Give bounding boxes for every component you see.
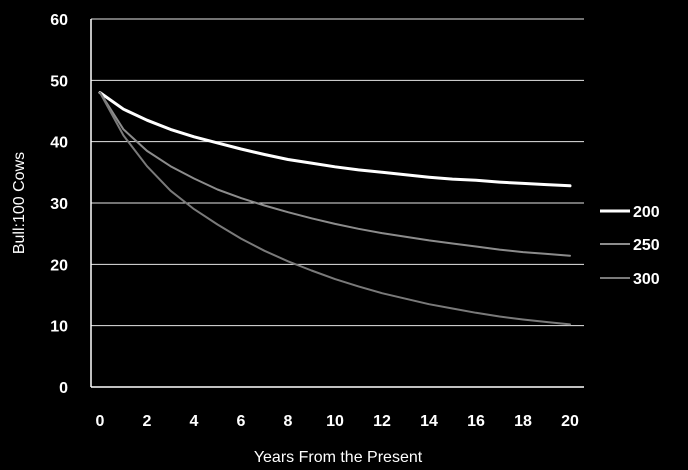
- y-tick-label-20: 20: [50, 257, 68, 274]
- x-tick-labels: 0 2 4 6 8 10 12 14 16 18 20: [96, 413, 579, 430]
- legend-label-250: 250: [633, 237, 660, 254]
- x-tick-label-6: 6: [237, 413, 246, 430]
- y-tick-label-60: 60: [50, 12, 68, 29]
- x-tick-label-4: 4: [190, 413, 199, 430]
- x-tick-label-20: 20: [561, 413, 579, 430]
- legend-item-300: 300: [600, 271, 660, 288]
- legend-label-200: 200: [633, 204, 660, 221]
- y-tick-label-40: 40: [50, 135, 68, 152]
- x-tick-label-14: 14: [420, 413, 438, 430]
- y-tick-label-50: 50: [50, 73, 68, 90]
- legend-item-250: 250: [600, 237, 660, 254]
- series-lines: [98, 91, 572, 326]
- series-line-250: [99, 91, 571, 257]
- y-axis-title: Bull:100 Cows: [11, 152, 28, 254]
- x-tick-label-16: 16: [467, 413, 485, 430]
- x-axis-title: Years From the Present: [254, 449, 423, 466]
- series-line-200: [98, 91, 572, 188]
- gridlines: [91, 18, 584, 327]
- x-tick-label-18: 18: [514, 413, 532, 430]
- x-tick-label-8: 8: [284, 413, 293, 430]
- x-tick-label-2: 2: [143, 413, 152, 430]
- legend-item-200: 200: [600, 204, 660, 221]
- legend-label-300: 300: [633, 271, 660, 288]
- legend: 200 250 300: [600, 204, 660, 288]
- x-tick-label-12: 12: [373, 413, 391, 430]
- x-tick-label-0: 0: [96, 413, 105, 430]
- series-line-300: [99, 91, 571, 326]
- y-tick-labels: 0 10 20 30 40 50 60: [50, 12, 68, 397]
- y-tick-label-30: 30: [50, 196, 68, 213]
- x-tick-label-10: 10: [326, 413, 344, 430]
- y-tick-label-10: 10: [50, 319, 68, 336]
- y-tick-label-0: 0: [59, 380, 68, 397]
- axes: [90, 19, 584, 388]
